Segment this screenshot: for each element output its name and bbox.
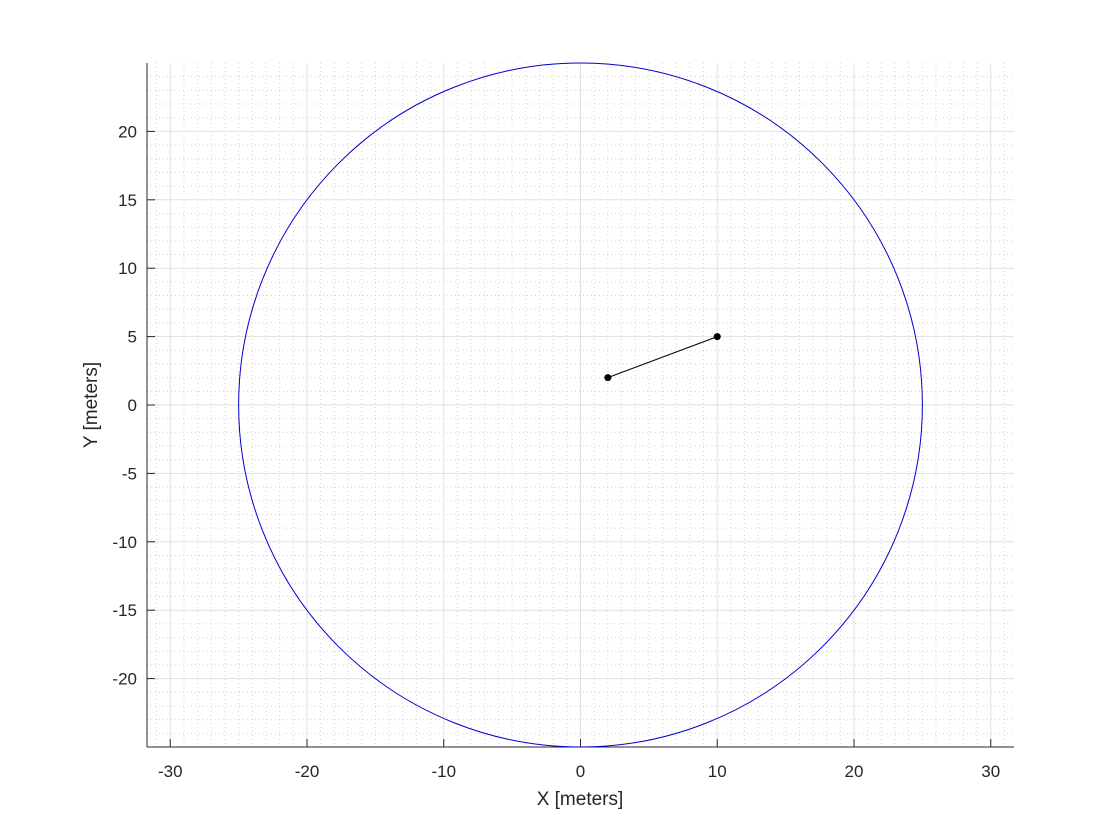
trajectory-line — [607, 336, 718, 379]
y-ticks: -20 -15 -10 -5 0 5 10 15 20 — [112, 122, 155, 689]
plot-area: -30 -20 -10 0 10 20 30 -20 -15 -10 -5 0 5 10 15 20 — [112, 62, 1014, 781]
y-tick-label: -20 — [112, 670, 137, 689]
y-tick-label: 10 — [118, 259, 137, 278]
y-tick-label: 15 — [118, 191, 137, 210]
x-tick-label: 30 — [981, 762, 1000, 781]
trajectory-point — [604, 374, 612, 382]
x-tick-label: -30 — [158, 762, 183, 781]
y-tick-label: -15 — [112, 601, 137, 620]
x-tick-label: 20 — [845, 762, 864, 781]
trajectory-point — [713, 333, 721, 341]
major-grid — [147, 63, 1014, 747]
x-ticks: -30 -20 -10 0 10 20 30 — [158, 739, 1000, 781]
y-tick-label: -5 — [122, 464, 137, 483]
x-tick-label: 10 — [708, 762, 727, 781]
y-tick-label: 5 — [128, 328, 137, 347]
x-axis-label: X [meters] — [537, 789, 624, 810]
minor-grid — [147, 63, 1014, 747]
x-tick-label: -20 — [295, 762, 320, 781]
x-tick-label: -10 — [431, 762, 456, 781]
x-tick-label: 0 — [576, 762, 585, 781]
y-tick-label: -10 — [112, 533, 137, 552]
y-axis-label: Y [meters] — [81, 362, 102, 448]
y-tick-label: 0 — [128, 396, 137, 415]
y-tick-label: 20 — [118, 122, 137, 141]
